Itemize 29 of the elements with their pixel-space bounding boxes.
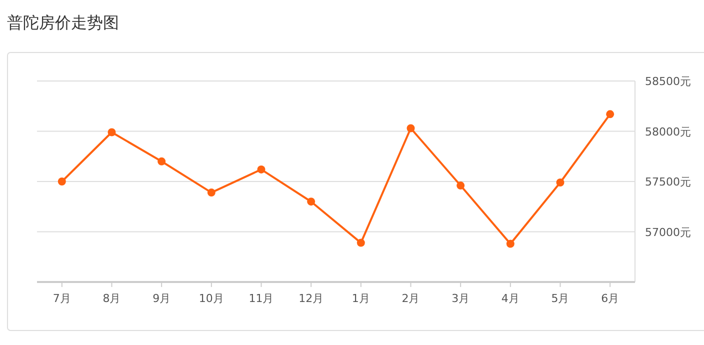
point (556, 178, 564, 187)
y-tick-label: 57500元 (645, 176, 691, 188)
point (456, 182, 465, 190)
point (257, 165, 266, 174)
x-tick-label: 5月 (551, 292, 570, 305)
y-tick-label: 57000元 (645, 226, 691, 239)
x-tick-label: 3月 (452, 292, 470, 305)
y-tick-label: 58000元 (645, 125, 691, 138)
point (356, 238, 365, 247)
point (108, 128, 116, 136)
x-tick-label: 4月 (501, 292, 520, 305)
x-tick-label: 7月 (52, 292, 71, 305)
point (207, 188, 216, 197)
x-tick-label: 8月 (102, 292, 121, 305)
x-tick-label: 6月 (601, 292, 620, 305)
x-tick-label: 1月 (352, 292, 370, 305)
point (158, 157, 166, 166)
x-tick-label: 9月 (152, 292, 171, 305)
x-tick-label: 10月 (198, 292, 224, 305)
title: 普陀房价走势图 (7, 13, 119, 32)
point (506, 240, 514, 248)
point (58, 178, 66, 186)
x-tick-label: 11月 (248, 292, 274, 305)
point (307, 198, 316, 206)
x-tick-label: 2月 (402, 292, 420, 305)
x-tick-label: 12月 (298, 292, 324, 305)
point (606, 110, 614, 118)
point (406, 124, 415, 132)
y-tick-label: 58500元 (645, 75, 691, 88)
